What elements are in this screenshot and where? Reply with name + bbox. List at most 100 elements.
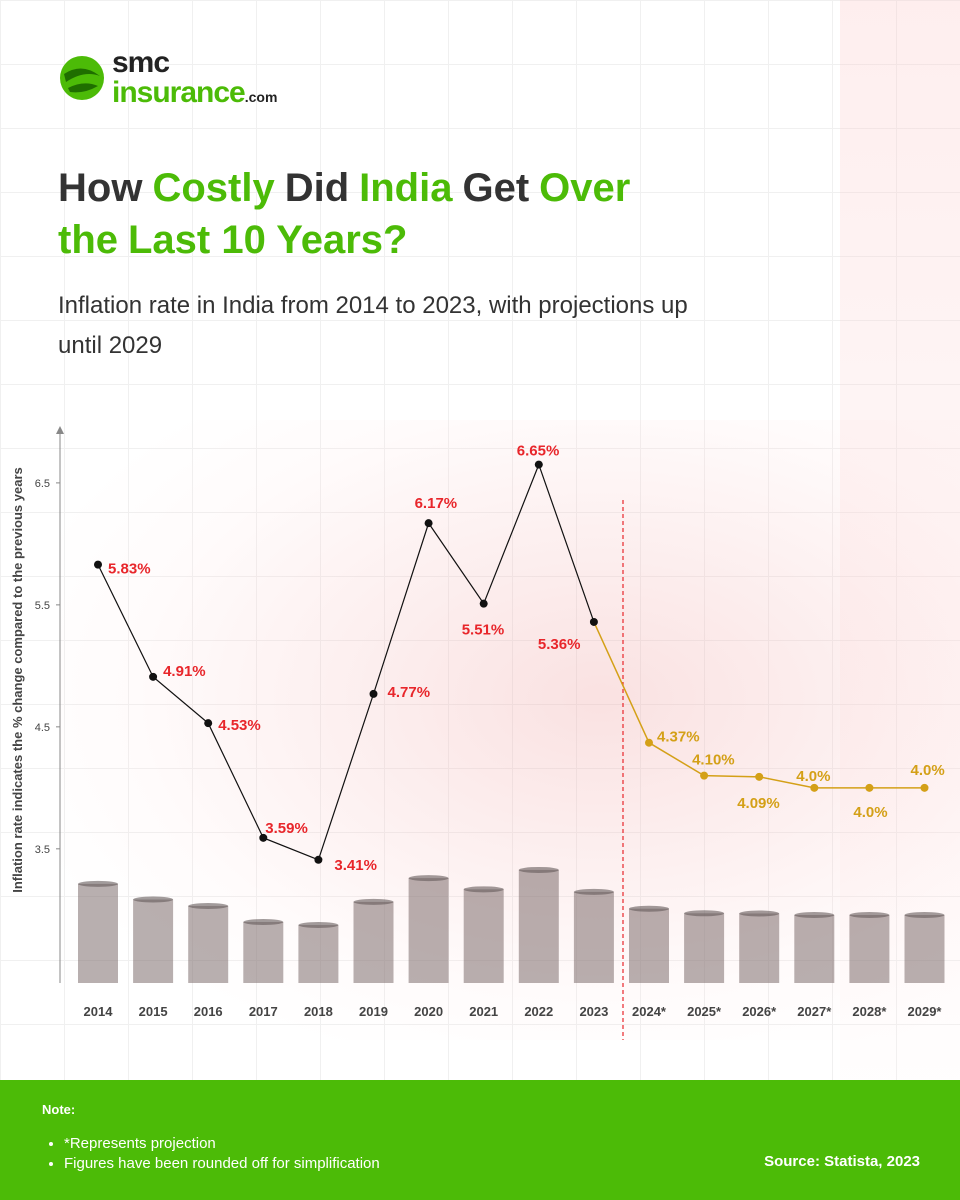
x-tick-label: 2024* xyxy=(632,1004,667,1019)
decor-bar xyxy=(684,913,725,983)
note-list: *Represents projectionFigures have been … xyxy=(42,1134,380,1174)
chart-title: How Costly Did India Get Over the Last 10 Year… xyxy=(58,162,758,266)
decor-bar xyxy=(463,889,504,983)
note-item: *Represents projection xyxy=(64,1134,380,1154)
x-tick-label: 2017 xyxy=(249,1004,278,1019)
value-label: 6.65% xyxy=(517,443,560,460)
logo-sub: insurance xyxy=(112,76,246,109)
title-segment: Last 10 Years? xyxy=(128,218,408,262)
value-label: 4.91% xyxy=(163,663,206,680)
point xyxy=(259,833,268,842)
series-line xyxy=(648,742,925,789)
logo-domain: .com xyxy=(244,89,278,105)
title-segment: Get xyxy=(462,166,530,210)
decor-bar-top xyxy=(794,912,835,918)
logo-main: smc xyxy=(112,46,170,79)
decor-bar-top xyxy=(629,905,669,912)
title-segment: India xyxy=(359,166,453,210)
title-segment: How xyxy=(58,166,143,210)
title-segment: Did xyxy=(284,166,350,210)
title-segment: Costly xyxy=(152,166,275,210)
x-tick-label: 2026* xyxy=(742,1004,777,1019)
decor-bar-top xyxy=(904,912,945,918)
decor-bar xyxy=(518,869,559,983)
y-axis-arrow xyxy=(56,426,64,434)
decor-bar-top xyxy=(408,875,449,882)
y-tick-label: 6.5 xyxy=(35,478,50,490)
decor-bar xyxy=(573,891,614,983)
point xyxy=(479,599,488,608)
x-tick-label: 2015 xyxy=(139,1004,168,1019)
y-tick-label: 3.5 xyxy=(35,844,50,856)
decor-bar xyxy=(298,925,339,983)
x-tick-label: 2023 xyxy=(579,1004,608,1019)
point xyxy=(149,672,158,681)
decor-bar-top xyxy=(463,886,504,893)
logo: smc insurance.com xyxy=(58,48,277,108)
decor-bar-top xyxy=(133,896,174,903)
y-tick-label: 4.5 xyxy=(35,722,50,734)
source: Source: Statista, 2023 xyxy=(764,1153,920,1170)
point xyxy=(810,783,819,792)
point xyxy=(755,772,764,781)
bridge-line xyxy=(593,621,650,744)
decor-bar-top xyxy=(684,910,725,917)
decor-bar-top xyxy=(78,880,118,887)
value-label: 4.37% xyxy=(657,729,700,746)
point xyxy=(94,560,102,569)
decor-bar xyxy=(849,915,890,983)
x-tick-label: 2025* xyxy=(687,1004,722,1019)
x-tick-label: 2020 xyxy=(414,1004,443,1019)
value-label: 5.36% xyxy=(538,636,581,653)
decor-bar xyxy=(188,905,229,983)
title-segment: Over the xyxy=(58,166,631,262)
chart: Inflation rate indicates the % change co… xyxy=(10,426,945,1040)
decor-bar xyxy=(243,921,284,983)
value-label: 6.17% xyxy=(415,495,458,512)
point xyxy=(589,617,598,626)
x-tick-label: 2028* xyxy=(852,1004,887,1019)
x-tick-label: 2029* xyxy=(908,1004,943,1019)
value-label: 4.0% xyxy=(853,804,887,821)
decor-bar-top xyxy=(243,918,284,925)
footer: Note: *Represents projectionFigures have… xyxy=(0,1080,960,1200)
x-tick-label: 2014 xyxy=(84,1004,114,1019)
x-tick-label: 2027* xyxy=(797,1004,832,1019)
value-label: 3.59% xyxy=(265,820,308,837)
point xyxy=(920,783,929,792)
x-tick-label: 2022 xyxy=(524,1004,553,1019)
x-tick-label: 2016 xyxy=(194,1004,223,1019)
decor-bar xyxy=(794,915,835,983)
decor-bar-top xyxy=(849,912,890,918)
decor-bar xyxy=(78,883,118,983)
y-axis-label: Inflation rate indicates the % change co… xyxy=(10,467,25,893)
point xyxy=(700,771,709,780)
value-label: 4.10% xyxy=(692,752,735,769)
decor-bar-top xyxy=(353,898,394,905)
x-tick-label: 2021 xyxy=(469,1004,498,1019)
chart-subtitle: Inflation rate in India from 2014 to 202… xyxy=(58,292,688,359)
point xyxy=(534,460,543,469)
background-decor xyxy=(840,0,960,1080)
decor-bar xyxy=(629,908,669,983)
point xyxy=(314,855,323,864)
value-label: 4.77% xyxy=(388,684,431,701)
note-item: Figures have been rounded off for simpli… xyxy=(64,1154,380,1174)
decor-bar xyxy=(739,913,780,983)
decor-bar-top xyxy=(188,902,229,909)
point xyxy=(424,519,433,528)
value-label: 5.51% xyxy=(462,622,505,639)
decor-bar xyxy=(904,915,945,983)
decor-bar xyxy=(408,878,449,983)
y-tick-label: 5.5 xyxy=(35,600,50,612)
value-label: 4.53% xyxy=(218,717,261,734)
note-title: Note: xyxy=(42,1102,76,1117)
decor-bar xyxy=(133,899,174,983)
decor-bar-top xyxy=(298,922,339,929)
value-label: 3.41% xyxy=(334,857,377,874)
x-tick-label: 2019 xyxy=(359,1004,388,1019)
decor-bar-top xyxy=(518,866,559,873)
point xyxy=(865,783,874,792)
logo-globe xyxy=(60,56,104,100)
